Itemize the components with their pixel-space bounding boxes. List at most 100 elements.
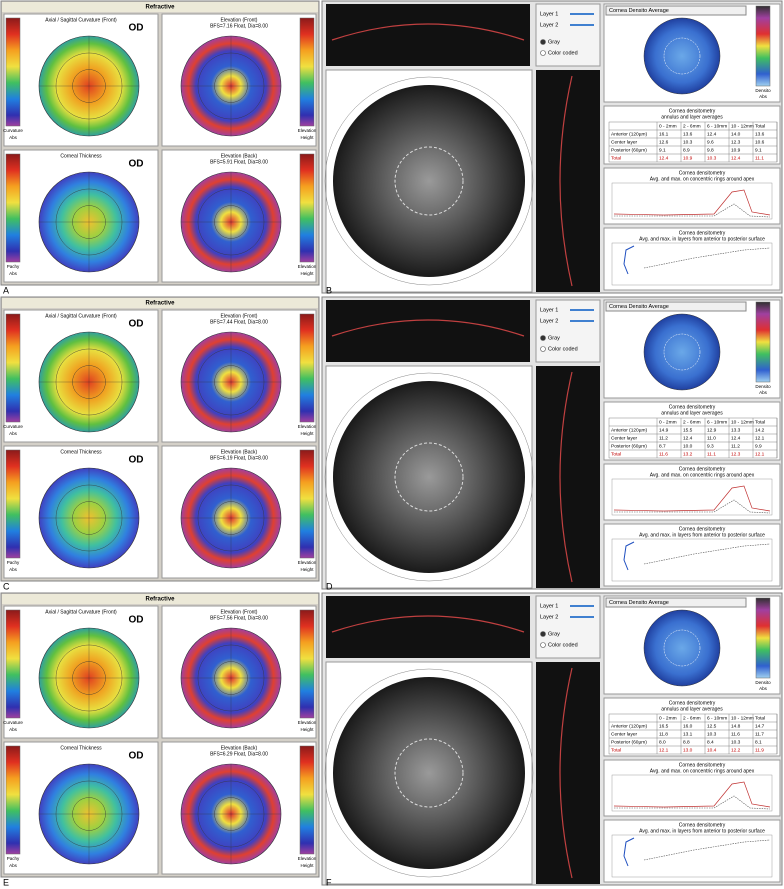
color-scale: [299, 313, 315, 423]
layer-slider[interactable]: [570, 24, 594, 26]
selector-text: Cornea Densito Average: [609, 8, 669, 14]
table-box: [603, 697, 781, 757]
row-name: Total: [611, 451, 621, 457]
table-cell: 8.8: [683, 739, 690, 745]
cornea-edge: [331, 23, 525, 41]
column-header: Total: [755, 715, 765, 721]
selector[interactable]: [605, 597, 747, 608]
mode-radio[interactable]: [540, 346, 546, 352]
table-title: Cornea densitometry: [669, 700, 716, 706]
column-header: 10 - 12mm: [731, 715, 754, 721]
column-header: Total: [755, 419, 765, 425]
table-cell: 10.3: [707, 155, 717, 161]
layer-option: Layer 1: [540, 603, 558, 609]
row-name: Posterior (60µm): [611, 443, 647, 449]
table-cell: 10.0: [683, 443, 693, 449]
map-subtitle: BFS=7.56 Float, Dia=8.00: [210, 615, 268, 621]
mode-radio[interactable]: [540, 39, 546, 45]
color-scale: [299, 745, 315, 855]
side-strip: [536, 70, 600, 292]
panel-title: Refractive: [145, 5, 175, 11]
cornea-edge: [331, 319, 525, 337]
plot-curve: [623, 541, 635, 571]
scale-label: Abs: [9, 431, 18, 436]
panel-label: F: [326, 877, 332, 887]
layer-slider[interactable]: [570, 309, 594, 311]
scale-label: Abs: [9, 135, 18, 140]
layer-slider[interactable]: [570, 320, 594, 322]
column-header: Total: [755, 123, 765, 129]
color-scale: [5, 153, 21, 263]
table-cell: 12.4: [659, 155, 669, 161]
scale-label: Curvature: [3, 424, 23, 429]
mode-radio[interactable]: [540, 335, 546, 341]
side-strip: [536, 662, 600, 884]
map-title: Axial / Sagittal Curvature (Front): [45, 313, 117, 319]
plot-curve: [614, 203, 771, 218]
scan-strip: [326, 4, 530, 66]
scale-label: Height: [300, 567, 314, 572]
plot-subtitle: Avg. and max. in layers from anterior to…: [639, 236, 765, 242]
color-scale: [299, 609, 315, 719]
layer-slider[interactable]: [570, 616, 594, 618]
panel-title: Refractive: [145, 597, 175, 603]
table-cell: 9.1: [755, 147, 762, 153]
scale-label: Height: [300, 271, 314, 276]
plot-curve: [643, 839, 771, 861]
panel-label: A: [3, 285, 9, 295]
row-name: Posterior (60µm): [611, 739, 647, 745]
densito-scale: [755, 597, 771, 679]
scale-label: Abs: [9, 863, 18, 868]
table-cell: 13.0: [683, 747, 693, 753]
layer-slider[interactable]: [570, 605, 594, 607]
color-scale: [299, 17, 315, 127]
table-cell: 12.4: [731, 435, 741, 441]
plot-title: Cornea densitometry: [679, 822, 726, 828]
mode-radio[interactable]: [540, 50, 546, 56]
scale-label: Elevation: [298, 560, 317, 565]
selector-text: Cornea Densito Average: [609, 600, 669, 606]
table-cell: 9.8: [707, 147, 714, 153]
scale-label: Densito: [755, 680, 771, 685]
layer-option: Layer 1: [540, 11, 558, 17]
scale-label: Elevation: [298, 424, 317, 429]
plot-title: Cornea densitometry: [679, 466, 726, 472]
mode-radio[interactable]: [540, 631, 546, 637]
scale-label: Pachy: [7, 560, 20, 565]
table-box: [603, 401, 781, 461]
eye-label: OD: [129, 751, 144, 762]
plot-curve: [623, 837, 635, 867]
title-bar: [2, 298, 318, 308]
mode-radio[interactable]: [540, 642, 546, 648]
column-header: 6 - 10mm: [707, 715, 727, 721]
table-cell: 10.3: [683, 139, 693, 145]
map-title: Elevation (Front): [221, 609, 258, 615]
table-cell: 12.3: [731, 451, 741, 457]
table-cell: 11.1: [755, 155, 764, 161]
table-cell: 8.0: [659, 739, 666, 745]
table-cell: 12.3: [731, 139, 741, 145]
table-cell: 8.4: [707, 739, 714, 745]
color-scale: [5, 449, 21, 559]
column-header: 6 - 10mm: [707, 419, 727, 425]
map-title: Elevation (Front): [221, 17, 258, 23]
column-header: 2 - 6mm: [683, 715, 701, 721]
densito-ring: [663, 629, 701, 667]
plot-area: [611, 834, 773, 878]
selector-text: Cornea Densito Average: [609, 304, 669, 310]
table-cell: 12.4: [731, 155, 741, 161]
column-header: 6 - 10mm: [707, 123, 727, 129]
selector[interactable]: [605, 5, 747, 16]
plot-area: [611, 478, 773, 516]
scan-strip: [326, 300, 530, 362]
mode-option: Gray: [548, 335, 560, 341]
selector[interactable]: [605, 301, 747, 312]
map-subtitle: BFS=6.19 Float, Dia=8.00: [210, 455, 268, 461]
layer-slider[interactable]: [570, 13, 594, 15]
central-zone: [394, 442, 464, 512]
title-bar: [2, 594, 318, 604]
plot-area: [611, 182, 773, 220]
table-cell: 11.2: [659, 435, 668, 441]
table-subtitle: annulus and layer averages: [661, 410, 723, 416]
scale-label: Height: [300, 431, 314, 436]
